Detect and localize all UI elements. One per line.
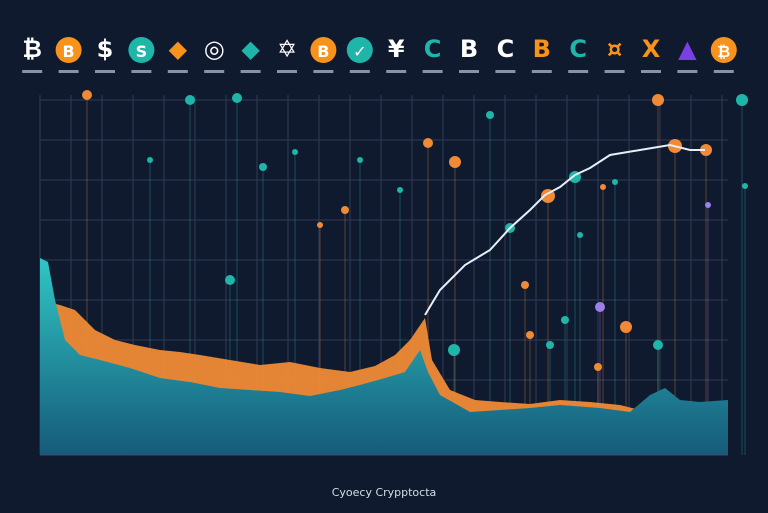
coin-glyph: C <box>497 35 515 63</box>
coin-label <box>204 70 225 73</box>
coin-label <box>58 70 79 73</box>
coin-glyph: ✡ <box>277 35 297 63</box>
dot <box>561 316 569 324</box>
coin-label <box>240 70 261 73</box>
dot <box>147 157 153 163</box>
coin-label <box>713 70 734 73</box>
dot <box>526 331 534 339</box>
coin-glyph: ◎ <box>204 35 225 63</box>
dot <box>620 321 632 333</box>
coin-glyph: ₿ <box>717 42 730 61</box>
dot <box>225 275 235 285</box>
dot <box>185 95 195 105</box>
dot <box>736 94 748 106</box>
coin-label <box>167 70 188 73</box>
dot <box>653 340 663 350</box>
coin-glyph: ¥ <box>388 35 405 63</box>
dot <box>292 149 298 155</box>
coin-glyph: C <box>424 35 442 63</box>
coin-label <box>641 70 661 73</box>
coin-glyph: ◆ <box>169 35 188 63</box>
coin-glyph: S <box>136 42 148 61</box>
coin-glyph: ₿ <box>22 35 42 63</box>
coin-glyph: C <box>569 35 587 63</box>
coin-glyph: B <box>62 42 74 61</box>
coin-glyph: $ <box>97 35 114 63</box>
caption: Cyoecy Crypptocta <box>332 486 437 499</box>
coin-label <box>386 70 407 73</box>
coin-label <box>277 70 297 73</box>
dot <box>700 144 712 156</box>
dot <box>595 302 605 312</box>
coin-label <box>95 70 115 73</box>
coin-glyph: B <box>460 35 478 63</box>
coin-badge <box>346 37 373 63</box>
dot <box>594 363 602 371</box>
coin-glyph: B <box>533 35 551 63</box>
dot <box>546 341 554 349</box>
coin-glyph: ✓ <box>353 42 366 61</box>
coin-glyph: X <box>642 35 661 63</box>
dot <box>652 94 664 106</box>
dot <box>448 344 460 356</box>
coin-glyph: B <box>317 42 329 61</box>
dot <box>705 202 711 208</box>
coin-label <box>568 70 589 73</box>
coin-row: ₿ B $ S ◆ ◎ ◆ ✡ B ✓ ¥ C B C B C ¤ X ▲ ₿ <box>22 35 737 73</box>
coin-badge <box>55 37 82 63</box>
dot <box>449 156 461 168</box>
coin-label <box>313 70 334 73</box>
scatter-dots <box>82 90 748 455</box>
coin-badge <box>310 37 337 63</box>
coin-badge <box>710 37 737 63</box>
price-line <box>424 143 705 316</box>
coin-label <box>677 70 698 73</box>
dot <box>82 90 92 100</box>
coin-label <box>131 70 152 73</box>
dot <box>357 157 363 163</box>
coin-glyph: ¤ <box>607 35 622 63</box>
coin-label <box>422 70 443 73</box>
dot <box>232 93 242 103</box>
coin-label <box>604 70 625 73</box>
coin-label <box>531 70 552 73</box>
dot <box>521 281 529 289</box>
dot <box>612 179 618 185</box>
dot <box>600 184 606 190</box>
coin-label <box>495 70 516 73</box>
dot <box>341 206 349 214</box>
dot <box>317 222 323 228</box>
dot <box>486 111 494 119</box>
coin-glyph: ◆ <box>241 35 260 63</box>
dot <box>577 232 583 238</box>
dot <box>397 187 403 193</box>
coin-glyph: ▲ <box>678 35 697 63</box>
coin-label <box>22 70 43 73</box>
dot <box>259 163 267 171</box>
coin-label <box>459 70 479 73</box>
coin-label <box>349 70 370 73</box>
dot <box>423 138 433 148</box>
coin-badge <box>128 37 155 63</box>
teal-area <box>40 258 728 455</box>
dot <box>742 183 748 189</box>
